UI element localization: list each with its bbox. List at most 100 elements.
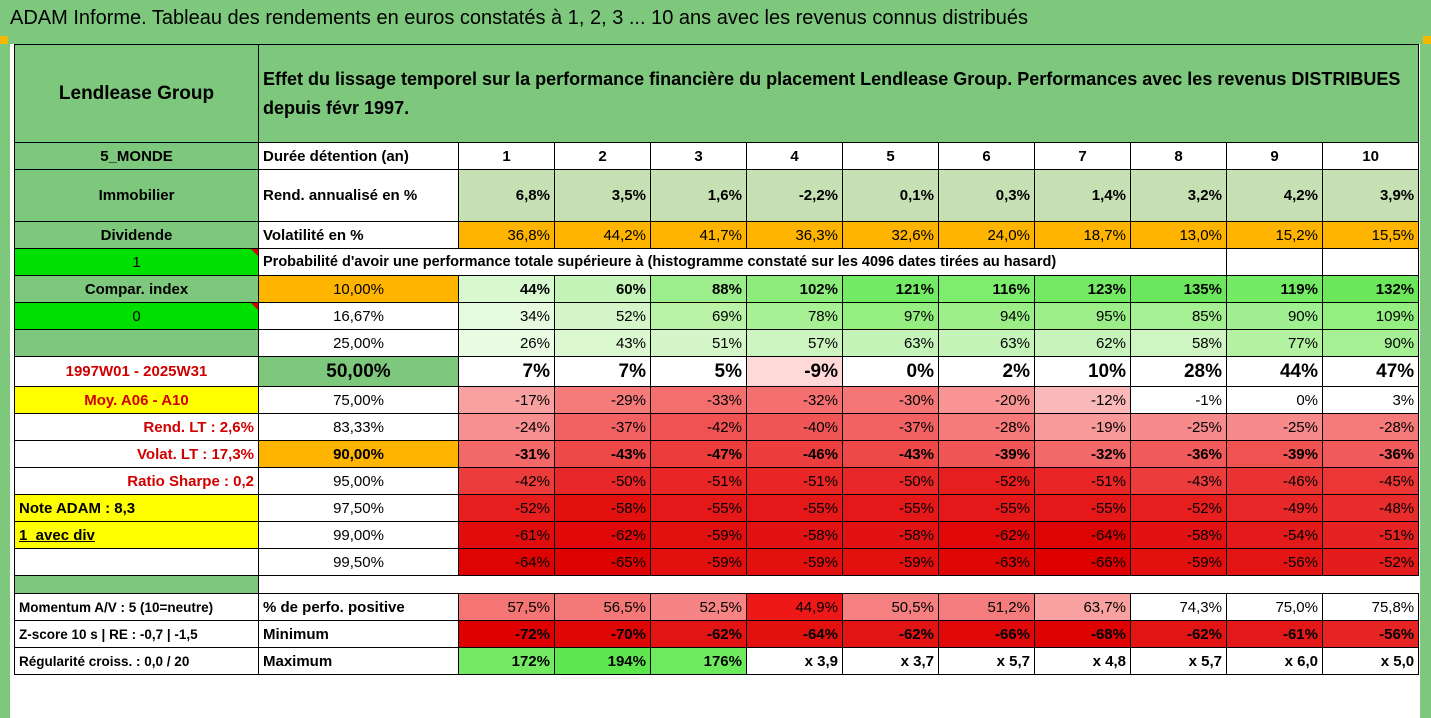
- probability-cell: -59%: [1130, 548, 1227, 576]
- threshold-cell: 99,00%: [258, 521, 459, 549]
- minimum-cell: -56%: [1321, 620, 1420, 648]
- probability-cell: -55%: [746, 494, 843, 522]
- maximum-cell: 176%: [650, 647, 747, 675]
- probability-cell: -43%: [842, 440, 939, 468]
- year-header: 10: [1321, 142, 1420, 170]
- probability-cell: -42%: [650, 413, 747, 441]
- probability-label: Probabilité d'avoir une performance tota…: [258, 248, 1227, 276]
- probability-cell: 77%: [1226, 329, 1323, 357]
- probability-cell: -64%: [1034, 521, 1131, 549]
- compar-index-label: Compar. index: [14, 275, 259, 303]
- probability-cell: -46%: [746, 440, 843, 468]
- probability-cell: -1%: [1130, 386, 1227, 414]
- sector-label: Immobilier: [14, 169, 259, 222]
- positive-performance-cell: 63,7%: [1034, 593, 1131, 621]
- probability-cell: -17%: [458, 386, 555, 414]
- probability-cell: -33%: [650, 386, 747, 414]
- fund-name: Lendlease Group: [14, 44, 259, 143]
- header-description: Effet du lissage temporel sur la perform…: [257, 44, 1420, 143]
- minimum-cell: -68%: [1034, 620, 1131, 648]
- probability-cell: 63%: [938, 329, 1035, 357]
- probability-cell: 78%: [746, 302, 843, 330]
- volatility-cell: 44,2%: [554, 221, 651, 249]
- probability-cell: -32%: [746, 386, 843, 414]
- return-cell: -2,2%: [746, 169, 843, 222]
- probability-cell: 119%: [1226, 275, 1323, 303]
- threshold-cell: 95,00%: [258, 467, 459, 495]
- maximum-cell: x 3,9: [746, 647, 843, 675]
- minimum-cell: -66%: [938, 620, 1035, 648]
- threshold-cell: 10,00%: [258, 275, 459, 303]
- minimum-cell: -64%: [746, 620, 843, 648]
- positive-performance-cell: 51,2%: [938, 593, 1035, 621]
- probability-cell: -48%: [1321, 494, 1420, 522]
- probability-cell: 0%: [842, 356, 939, 387]
- probability-cell: -28%: [938, 413, 1035, 441]
- blank-cell: [1226, 248, 1323, 276]
- probability-cell: 0%: [1226, 386, 1323, 414]
- probability-cell: -39%: [1226, 440, 1323, 468]
- positive-performance-cell: 44,9%: [746, 593, 843, 621]
- probability-cell: -12%: [1034, 386, 1131, 414]
- maximum-cell: 172%: [458, 647, 555, 675]
- probability-cell: -51%: [746, 467, 843, 495]
- separator-cell: [259, 576, 1419, 594]
- probability-cell: 7%: [458, 356, 555, 387]
- duration-label: Durée détention (an): [258, 142, 459, 170]
- probability-cell: -64%: [458, 548, 555, 576]
- probability-cell: 7%: [554, 356, 651, 387]
- probability-cell: 102%: [746, 275, 843, 303]
- probability-cell: -63%: [938, 548, 1035, 576]
- probability-cell: -20%: [938, 386, 1035, 414]
- probability-cell: 43%: [554, 329, 651, 357]
- probability-cell: -59%: [650, 548, 747, 576]
- probability-cell: -36%: [1130, 440, 1227, 468]
- maximum-cell: x 5,0: [1321, 647, 1420, 675]
- probability-cell: -66%: [1034, 548, 1131, 576]
- return-cell: 3,5%: [554, 169, 651, 222]
- probability-cell: -31%: [458, 440, 555, 468]
- positive-performance-cell: 50,5%: [842, 593, 939, 621]
- probability-cell: 28%: [1130, 356, 1227, 387]
- zscore-label: Z-score 10 s | RE : -0,7 | -1,5: [14, 620, 259, 648]
- threshold-cell: 50,00%: [258, 356, 459, 387]
- probability-cell: -46%: [1226, 467, 1323, 495]
- momentum-label: Momentum A/V : 5 (10=neutre): [14, 593, 259, 621]
- long-term-volatility: Volat. LT : 17,3%: [14, 440, 259, 468]
- probability-cell: -9%: [746, 356, 843, 387]
- average-label: Moy. A06 - A10: [14, 386, 259, 414]
- minimum-cell: -70%: [554, 620, 651, 648]
- probability-cell: 3%: [1321, 386, 1420, 414]
- year-header: 8: [1130, 142, 1227, 170]
- probability-cell: 135%: [1130, 275, 1227, 303]
- probability-cell: -65%: [554, 548, 651, 576]
- probability-cell: -58%: [554, 494, 651, 522]
- return-cell: 1,6%: [650, 169, 747, 222]
- selector-zero[interactable]: 0: [14, 302, 259, 330]
- period-label: 1997W01 - 2025W31: [14, 356, 259, 387]
- selector-one[interactable]: 1: [14, 248, 259, 276]
- probability-cell: 121%: [842, 275, 939, 303]
- probability-cell: -40%: [746, 413, 843, 441]
- regularite-label: Régularité croiss. : 0,0 / 20: [14, 647, 259, 675]
- probability-cell: -50%: [842, 467, 939, 495]
- probability-cell: -59%: [842, 548, 939, 576]
- probability-cell: 5%: [650, 356, 747, 387]
- volatility-cell: 24,0%: [938, 221, 1035, 249]
- adam-note: Note ADAM : 8,3: [14, 494, 259, 522]
- probability-cell: -62%: [554, 521, 651, 549]
- positive-performance-cell: 74,3%: [1130, 593, 1227, 621]
- volatility-cell: 15,2%: [1226, 221, 1323, 249]
- maximum-cell: x 5,7: [938, 647, 1035, 675]
- probability-cell: -52%: [1130, 494, 1227, 522]
- probability-cell: -42%: [458, 467, 555, 495]
- probability-cell: -55%: [938, 494, 1035, 522]
- probability-cell: -54%: [1226, 521, 1323, 549]
- probability-cell: 47%: [1321, 356, 1420, 387]
- report-frame: Lendlease Group Effet du lissage tempore…: [10, 44, 1420, 718]
- probability-cell: -47%: [650, 440, 747, 468]
- probability-cell: -25%: [1226, 413, 1323, 441]
- separator-cell: [14, 575, 259, 594]
- probability-cell: 2%: [938, 356, 1035, 387]
- probability-cell: 34%: [458, 302, 555, 330]
